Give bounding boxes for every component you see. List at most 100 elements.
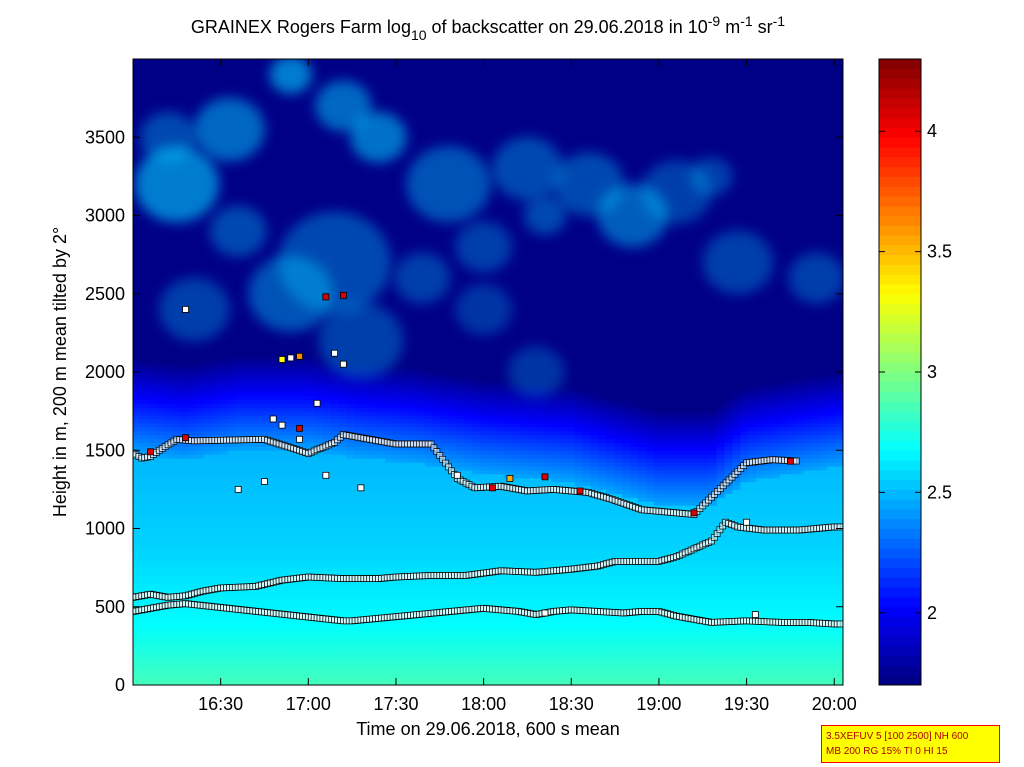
heatmap-cell bbox=[227, 372, 237, 377]
heatmap-cell bbox=[306, 94, 316, 99]
heatmap-cell bbox=[290, 559, 300, 565]
heatmap-cell bbox=[369, 477, 379, 483]
heatmap-cell bbox=[180, 555, 189, 561]
heatmap-cell bbox=[290, 630, 300, 635]
heatmap-cell bbox=[180, 74, 189, 80]
heatmap-cell bbox=[164, 407, 174, 412]
heatmap-cell bbox=[338, 571, 347, 577]
heatmap-cell bbox=[361, 379, 371, 385]
heatmap-cell bbox=[298, 638, 308, 643]
heatmap-cell bbox=[133, 219, 142, 224]
heatmap-cell bbox=[133, 301, 142, 307]
heatmap-cell bbox=[243, 673, 252, 678]
heatmap-cell bbox=[156, 598, 166, 604]
heatmap-cell bbox=[148, 548, 158, 553]
heatmap-cell bbox=[346, 497, 355, 502]
heatmap-cell bbox=[243, 90, 252, 95]
heatmap-cell bbox=[148, 469, 158, 475]
heatmap-cell bbox=[346, 505, 355, 510]
heatmap-cell bbox=[188, 59, 197, 64]
heatmap-cell bbox=[148, 473, 158, 479]
heatmap-cell bbox=[219, 375, 229, 381]
heatmap-cell bbox=[227, 285, 237, 291]
heatmap-cell bbox=[235, 82, 245, 87]
heatmap-cell bbox=[259, 653, 268, 659]
heatmap-cell bbox=[156, 587, 166, 592]
heatmap-cell bbox=[290, 379, 300, 385]
heatmap-cell bbox=[259, 325, 268, 330]
heatmap-cell bbox=[140, 583, 150, 588]
heatmap-cell bbox=[314, 152, 323, 158]
heatmap-cell bbox=[290, 665, 300, 670]
heatmap-cell bbox=[353, 192, 363, 197]
heatmap-cell bbox=[204, 634, 213, 639]
heatmap-cell bbox=[282, 434, 292, 440]
heatmap-cell bbox=[133, 520, 142, 526]
heatmap-cell bbox=[251, 325, 260, 330]
heatmap-cell bbox=[219, 622, 229, 627]
heatmap-cell bbox=[251, 454, 260, 459]
heatmap-cell bbox=[196, 258, 205, 264]
heatmap-cell bbox=[330, 559, 339, 565]
heatmap-cell bbox=[338, 598, 347, 604]
heatmap-cell bbox=[188, 227, 197, 232]
heatmap-cell bbox=[282, 591, 292, 596]
heatmap-cell bbox=[314, 681, 323, 685]
heatmap-cell bbox=[227, 313, 237, 318]
heatmap-cell bbox=[306, 610, 316, 616]
heatmap-cell bbox=[369, 669, 379, 674]
heatmap-cell bbox=[361, 458, 371, 463]
heatmap-cell bbox=[235, 512, 245, 518]
heatmap-cell bbox=[346, 493, 355, 498]
heatmap-cell bbox=[338, 192, 347, 197]
heatmap-cell bbox=[148, 536, 158, 541]
heatmap-cell bbox=[219, 403, 229, 408]
heatmap-cell bbox=[243, 528, 252, 534]
heatmap-cell bbox=[267, 638, 276, 643]
heatmap-cell bbox=[188, 528, 197, 534]
heatmap-cell bbox=[322, 372, 331, 377]
heatmap-cell bbox=[314, 332, 323, 338]
heatmap-cell bbox=[180, 673, 189, 678]
heatmap-cell bbox=[259, 344, 268, 350]
heatmap-cell bbox=[346, 653, 355, 659]
heatmap-cell bbox=[306, 591, 316, 596]
heatmap-cell bbox=[235, 313, 245, 318]
heatmap-cell bbox=[298, 156, 308, 162]
heatmap-cell bbox=[133, 321, 142, 326]
heatmap-cell bbox=[314, 665, 323, 670]
heatmap-cell bbox=[133, 477, 142, 483]
heatmap-cell bbox=[346, 622, 355, 627]
heatmap-cell bbox=[235, 403, 245, 408]
heatmap-cell bbox=[346, 129, 355, 134]
heatmap-cell bbox=[227, 634, 237, 639]
heatmap-cell bbox=[275, 551, 284, 557]
heatmap-cell bbox=[235, 426, 245, 432]
heatmap-cell bbox=[259, 407, 268, 412]
heatmap-cell bbox=[188, 74, 197, 80]
heatmap-cell bbox=[322, 415, 331, 420]
heatmap-cell bbox=[322, 145, 331, 150]
heatmap-cell bbox=[330, 203, 339, 209]
heatmap-cell bbox=[338, 418, 347, 424]
heatmap-cell bbox=[148, 583, 158, 588]
heatmap-cell bbox=[188, 540, 197, 545]
heatmap-cell bbox=[282, 195, 292, 201]
heatmap-cell bbox=[282, 501, 292, 506]
heatmap-cell bbox=[361, 391, 371, 397]
heatmap-cell bbox=[156, 262, 166, 267]
heatmap-cell bbox=[353, 176, 363, 181]
heatmap-cell bbox=[219, 551, 229, 557]
heatmap-cell bbox=[306, 469, 316, 475]
heatmap-cell bbox=[243, 505, 252, 510]
heatmap-cell bbox=[204, 598, 213, 604]
heatmap-cell bbox=[156, 418, 166, 424]
heatmap-cell bbox=[211, 344, 221, 350]
heatmap-cell bbox=[361, 82, 371, 87]
heatmap-cell bbox=[211, 434, 221, 440]
heatmap-cell bbox=[196, 555, 205, 561]
heatmap-cell bbox=[369, 469, 379, 475]
heatmap-cell bbox=[172, 563, 181, 569]
heatmap-cell bbox=[338, 168, 347, 174]
heatmap-cell bbox=[156, 274, 166, 279]
